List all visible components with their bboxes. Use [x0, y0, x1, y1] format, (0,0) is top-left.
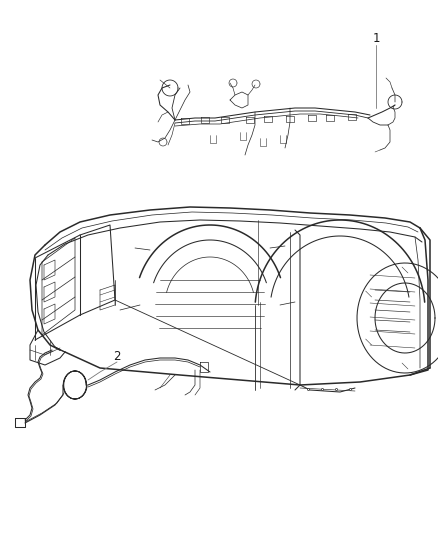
Text: 1: 1	[372, 31, 380, 44]
Text: 2: 2	[113, 351, 121, 364]
